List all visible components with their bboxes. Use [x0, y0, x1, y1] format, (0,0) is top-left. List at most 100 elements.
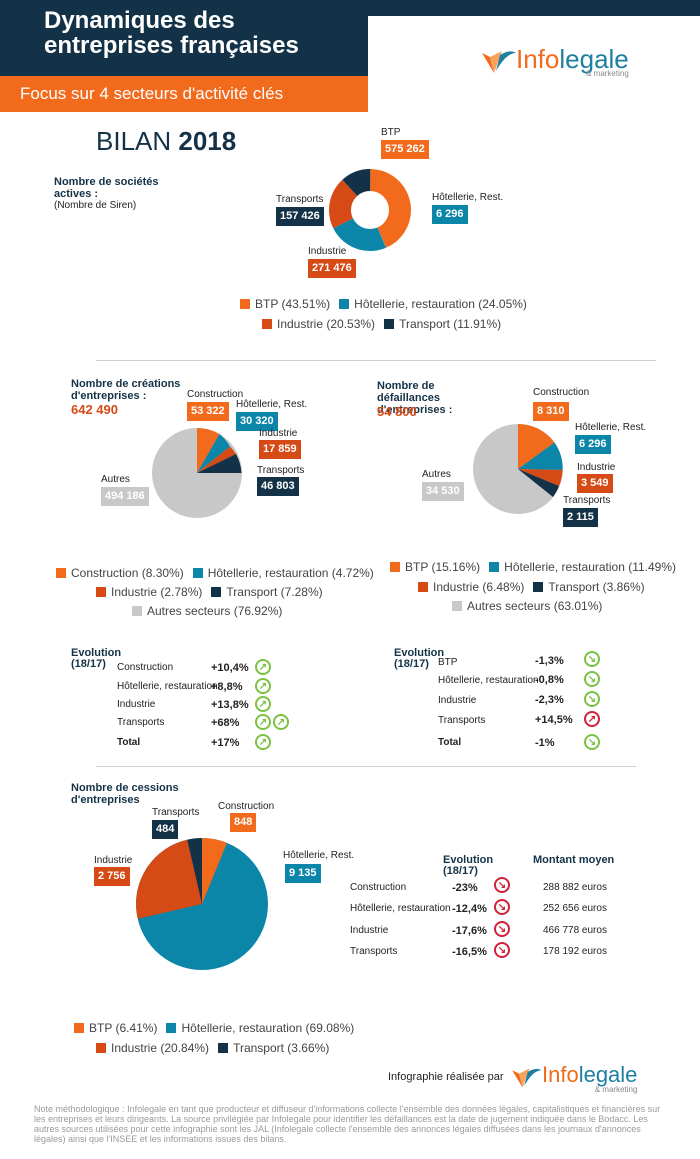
evolution-row-label: Total [438, 737, 462, 748]
cessions-label-hotel: Hôtellerie, Rest. [283, 850, 355, 861]
legend-item: Autres secteurs (63.01%) [467, 599, 603, 613]
pie-slice-transports [187, 838, 202, 904]
cessions-row-value: -17,6% [452, 925, 487, 937]
trend-down-icon: ↘ [584, 734, 600, 750]
legend-item: Industrie (2.78%) [111, 585, 203, 599]
cessions-row-montant: 288 882 euros [543, 882, 607, 893]
actives-title: Nombre de sociétés actives : [54, 176, 159, 200]
bilan-heading: BILAN 2018 [96, 126, 236, 157]
legend-item: BTP (6.41%) [89, 1021, 158, 1035]
logo-text-info: Info [542, 1062, 579, 1087]
pie-slice-industrie [136, 839, 202, 919]
creations-legend-row-1: Construction (8.30%) Hôtellerie, restaur… [56, 566, 374, 580]
title-line-2: entreprises françaises [44, 32, 299, 59]
actives-value-transports: 157 426 [276, 207, 324, 226]
header-strip [368, 0, 700, 16]
evolution-row-label: Industrie [438, 695, 477, 706]
evolution-row-value: -2,3% [535, 694, 564, 706]
cessions-label-transports: Transports [152, 807, 200, 818]
pie-slice-construction [518, 424, 555, 469]
defaillances-label-hotel: Hôtellerie, Rest. [575, 422, 647, 433]
defaillances-label-construction: Construction [533, 387, 590, 398]
trend-up-icon: ↗ [255, 734, 271, 750]
evolution-row-value: -1% [535, 737, 555, 749]
trend-up-icon: ↗ [255, 659, 271, 675]
actives-donut-chart [329, 169, 411, 251]
actives-value-btp: 575 262 [381, 140, 429, 159]
cessions-montant-title: Montant moyen [533, 854, 615, 866]
logo-text-legale: legale [559, 44, 629, 74]
creations-value-industrie: 17 859 [259, 440, 301, 459]
evolution-row-value: +68% [211, 717, 240, 729]
cessions-legend-row-2: Industrie (20.84%) Transport (3.66%) [96, 1041, 329, 1055]
actives-legend-row-1: BTP (43.51%) Hôtellerie, restauration (2… [240, 297, 527, 311]
logo-text-info: Info [516, 44, 560, 74]
actives-subtitle: (Nombre de Siren) [54, 200, 137, 211]
cessions-value-hotel: 9 135 [285, 864, 321, 883]
evolution-row-label: Industrie [117, 699, 156, 710]
evolution-row-label: Transports [438, 715, 486, 726]
trend-down-bad-icon: ↘ [494, 942, 510, 958]
trend-up-icon: ↗ [273, 714, 289, 730]
bilan-label: BILAN [96, 126, 172, 156]
cessions-row-montant: 466 778 euros [543, 925, 607, 936]
cessions-row-label: Hôtellerie, restauration [350, 903, 451, 914]
pie-slice-transports [197, 454, 242, 473]
cessions-legend-row-1: BTP (6.41%) Hôtellerie, restauration (69… [74, 1021, 354, 1035]
evolution-row-label: Hôtellerie, restauration [117, 681, 218, 692]
donut-slice-transport [329, 169, 411, 251]
defaillances-value-construction: 8 310 [533, 402, 569, 421]
legend-item: Construction (8.30%) [71, 566, 184, 580]
donut-slice-btp [329, 169, 411, 251]
legend-item: Hôtellerie, restauration (24.05%) [354, 297, 527, 311]
defaillances-value-hotel: 6 296 [575, 435, 611, 454]
footer-credit: Infographie réalisée par [388, 1071, 504, 1083]
cessions-value-construction: 848 [230, 813, 257, 832]
actives-label-hotel: Hôtellerie, Rest. [432, 192, 504, 203]
legend-item: BTP (43.51%) [255, 297, 331, 311]
defaillances-pie-chart [473, 424, 563, 514]
creations-legend-row-2: Industrie (2.78%) Transport (7.28%) [96, 585, 323, 599]
legend-item: Hôtellerie, restauration (69.08%) [181, 1021, 355, 1035]
header-bar [0, 0, 368, 76]
defaillances-total: 54 800 [377, 404, 417, 419]
logo-swoosh-icon [482, 51, 516, 73]
evolution-row-label: Construction [117, 662, 174, 673]
creations-label-autres: Autres [101, 474, 130, 485]
divider [96, 766, 636, 767]
logo-tagline: & marketing [594, 1085, 638, 1094]
infolegale-logo: Infolegale & marketing [480, 46, 629, 78]
actives-value-hotel: 6 296 [432, 205, 468, 224]
evolution-row-value: -1,3% [535, 655, 564, 667]
cessions-row-label: Transports [350, 946, 398, 957]
creations-label-hotel: Hôtellerie, Rest. [236, 399, 308, 410]
trend-down-bad-icon: ↘ [494, 877, 510, 893]
title-line-1: Dynamiques des [44, 7, 235, 34]
defaillances-value-industrie: 3 549 [577, 474, 613, 493]
legend-item: Transport (11.91%) [399, 317, 502, 331]
pie-slice-hotel [197, 434, 230, 473]
page-title: Dynamiques des entreprises françaises [44, 8, 299, 58]
trend-down-icon: ↘ [584, 671, 600, 687]
defaillances-label-autres: Autres [422, 469, 451, 480]
trend-up-icon: ↗ [255, 714, 271, 730]
trend-down-bad-icon: ↘ [494, 899, 510, 915]
evolution-row-value: +10,4% [211, 662, 249, 674]
divider [96, 360, 656, 361]
creations-value-hotel: 30 320 [236, 412, 278, 431]
cessions-row-label: Industrie [350, 925, 389, 936]
cessions-label-industrie: Industrie [94, 855, 133, 866]
legend-item: Hôtellerie, restauration (11.49%) [504, 560, 677, 574]
legend-item: Transport (3.66%) [233, 1041, 330, 1055]
evolution-row-label: Transports [117, 717, 165, 728]
defaillances-value-autres: 34 530 [422, 482, 464, 501]
legend-item: Transport (7.28%) [226, 585, 323, 599]
cessions-evolution-title: Evolution (18/17) [443, 854, 494, 877]
legend-item: Autres secteurs (76.92%) [147, 604, 283, 618]
defaillances-legend-row-1: BTP (15.16%) Hôtellerie, restauration (1… [390, 560, 676, 574]
legend-item: Industrie (20.53%) [277, 317, 376, 331]
cessions-row-value: -12,4% [452, 903, 487, 915]
pie-slice-transports [518, 469, 559, 497]
defaillances-label-industrie: Industrie [577, 462, 616, 473]
legend-item: Transport (3.86%) [548, 580, 645, 594]
